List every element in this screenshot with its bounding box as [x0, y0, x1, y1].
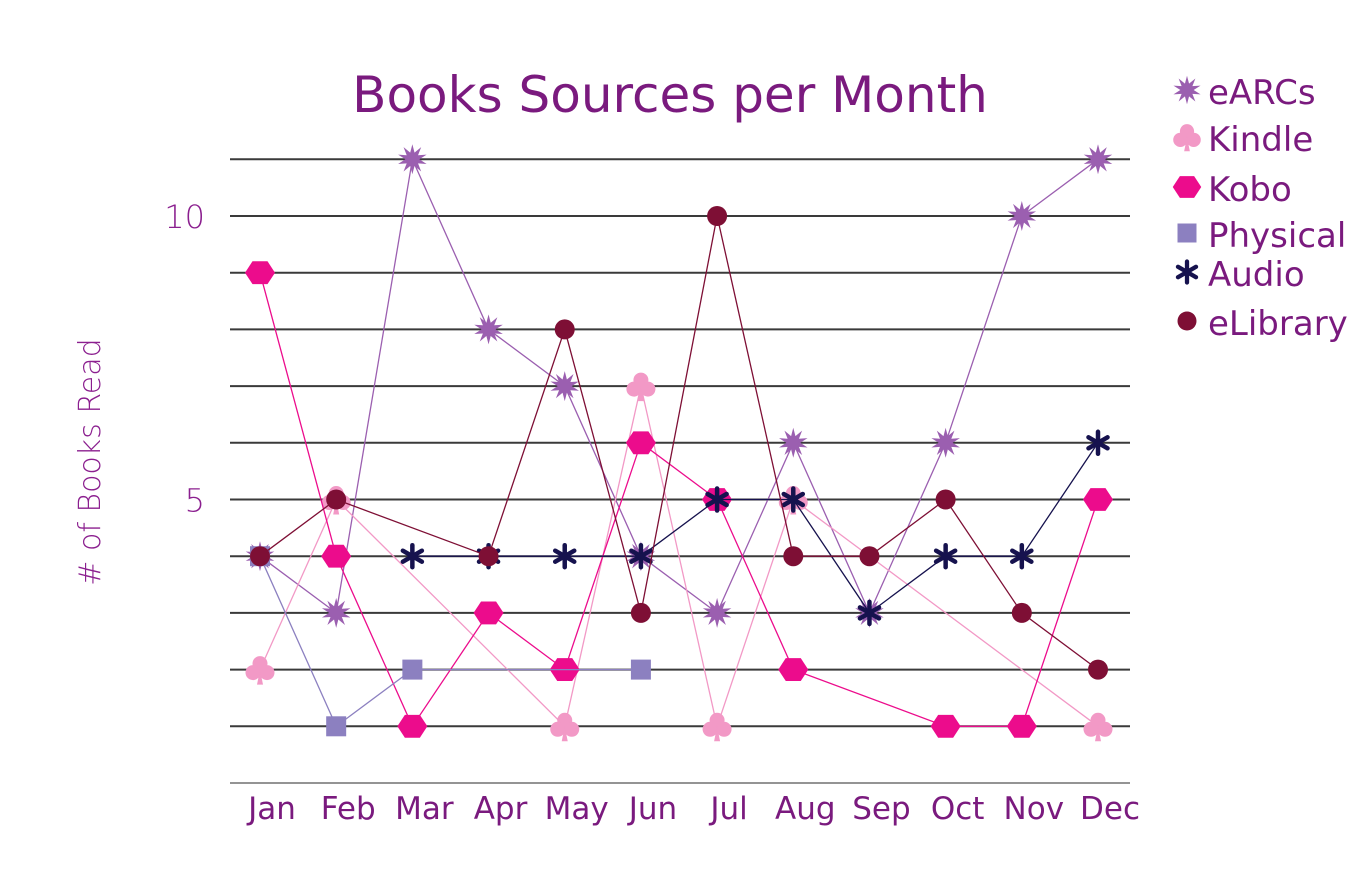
x-tick-label: Jan [246, 791, 296, 827]
data-point-audio [629, 542, 653, 570]
data-point-elibrary [707, 206, 728, 226]
legend-item-physical: Physical [1177, 216, 1346, 256]
data-point-earcs [779, 427, 808, 458]
data-point-kobo [245, 261, 275, 285]
legend-marker-kindle [1173, 124, 1201, 152]
data-point-kobo [1083, 488, 1113, 511]
legend-label: eLibrary [1208, 304, 1348, 344]
legend-marker-earcs [1173, 75, 1201, 105]
x-tick-labels: Jan Feb Mar Apr May Jun Jul Aug Sep Oct Nov Dec [246, 791, 1140, 827]
series-line-earcs [259, 157, 1099, 615]
data-point-earcs [931, 427, 960, 458]
series-group [245, 144, 1113, 742]
data-point-audio [400, 542, 425, 570]
data-point-kindle [245, 656, 275, 685]
data-point-kobo [930, 714, 961, 738]
data-point-elibrary [859, 546, 880, 567]
data-point-audio [857, 599, 882, 627]
data-point-audio [1010, 542, 1034, 570]
legend-item-kobo: Kobo [1172, 170, 1292, 210]
legend-item-audio: Audio [1175, 255, 1305, 295]
data-point-audio [705, 486, 729, 513]
data-point-kindle [626, 372, 656, 402]
y-tick-label: 5 [185, 482, 205, 520]
legend-item-elibrary: eLibrary [1177, 304, 1348, 344]
data-point-kobo [625, 431, 656, 455]
data-point-earcs [474, 314, 503, 345]
data-point-earcs [398, 144, 427, 175]
data-point-elibrary [478, 546, 499, 567]
legend-item-kindle: Kindle [1173, 120, 1313, 160]
legend-label: Physical [1208, 216, 1346, 256]
x-tick-label: Sep [852, 791, 910, 827]
x-tick-label: Jul [708, 791, 747, 827]
data-point-earcs [1083, 144, 1113, 175]
legend-label: Kindle [1208, 120, 1313, 160]
data-point-physical [630, 659, 651, 680]
data-point-elibrary [250, 546, 270, 567]
data-point-elibrary [554, 319, 575, 340]
data-point-earcs [1007, 201, 1037, 231]
data-point-kindle [702, 712, 732, 742]
data-point-kindle [550, 712, 580, 742]
x-tick-label: Jun [627, 791, 677, 827]
data-point-elibrary [1088, 659, 1108, 680]
data-point-earcs [702, 597, 732, 628]
series-elibrary [250, 206, 1108, 680]
data-point-kobo [321, 544, 352, 568]
data-point-earcs [321, 597, 351, 628]
data-point-audio [552, 542, 577, 570]
x-tick-label: Aug [775, 791, 836, 827]
x-tick-label: Oct [931, 791, 985, 827]
data-point-earcs [550, 371, 579, 402]
data-point-kindle [1083, 712, 1113, 742]
series-line-physical [259, 555, 641, 728]
legend-item-earcs: eARCs [1173, 73, 1316, 113]
y-axis-label: # of Books Read [73, 338, 108, 585]
data-point-elibrary [783, 546, 804, 567]
data-point-physical [326, 716, 347, 737]
x-tick-label: Mar [395, 791, 454, 827]
data-point-audio [1086, 429, 1110, 457]
data-point-kobo [1006, 714, 1037, 738]
data-point-elibrary [935, 489, 956, 510]
legend-marker-physical [1177, 223, 1197, 243]
legend-marker-audio [1175, 259, 1199, 285]
data-point-elibrary [1011, 602, 1032, 623]
data-point-kobo [473, 601, 504, 625]
data-point-audio [781, 486, 806, 513]
data-point-elibrary [326, 489, 347, 510]
gridlines [230, 158, 1130, 784]
x-tick-label: May [545, 791, 609, 827]
legend-marker-elibrary [1177, 311, 1197, 331]
y-tick-labels: 5 10 [164, 198, 205, 520]
legend-label: eARCs [1208, 73, 1316, 113]
legend-label: Audio [1208, 255, 1305, 295]
data-point-kobo [778, 658, 809, 682]
chart-title: Books Sources per Month [352, 66, 988, 124]
x-tick-label: Feb [321, 791, 376, 827]
legend-marker-kobo [1172, 176, 1202, 198]
data-point-kobo [397, 714, 428, 738]
x-tick-label: Nov [1004, 791, 1065, 827]
data-point-physical [402, 659, 423, 680]
data-point-elibrary [630, 602, 651, 623]
x-tick-label: Apr [474, 791, 528, 827]
y-tick-label: 10 [164, 198, 205, 236]
data-point-audio [933, 542, 958, 570]
series-physical [250, 546, 651, 737]
x-tick-label: Dec [1080, 791, 1140, 827]
legend-label: Kobo [1208, 170, 1292, 210]
